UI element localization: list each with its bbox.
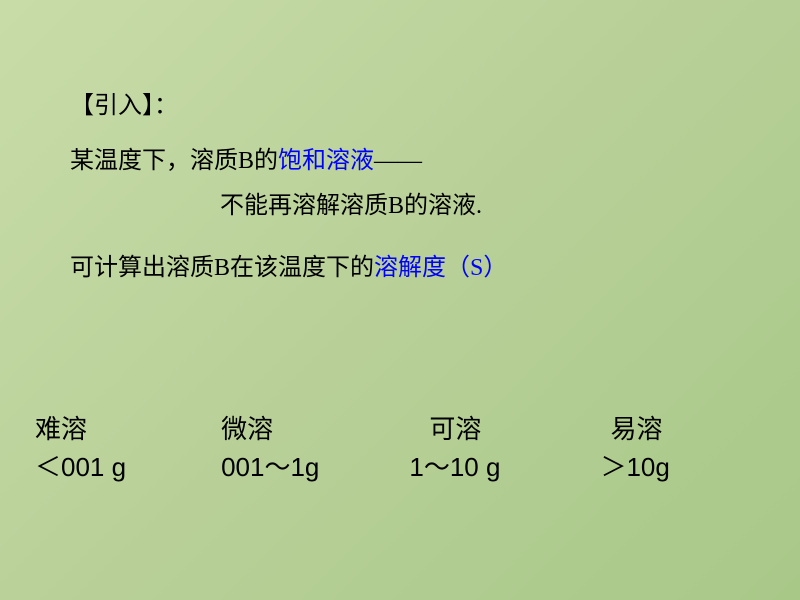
category-value: ＞10g xyxy=(600,449,669,485)
category-value: ＜001 g xyxy=(35,449,126,485)
intro-line2: 某温度下，溶质B的饱和溶液—— xyxy=(70,140,730,183)
line2-suffix: —— xyxy=(374,148,422,174)
category-value: 001～1g xyxy=(221,449,319,485)
category-easily-soluble: 易溶 ＞10g xyxy=(600,412,669,485)
solubility-categories: 难溶 ＜001 g 微溶 001～1g 可溶 1～10 g 易溶 ＞10g xyxy=(0,412,800,485)
category-label: 难溶 xyxy=(35,412,126,448)
slide-content: 【引入】： 某温度下，溶质B的饱和溶液—— 不能再溶解溶质B的溶液. 可计算出溶… xyxy=(0,0,800,290)
intro-line4: 可计算出溶质B在该温度下的溶解度（S） xyxy=(70,247,730,290)
category-label: 可溶 xyxy=(409,412,500,448)
category-label: 易溶 xyxy=(600,412,669,448)
line2-prefix: 某温度下，溶质B的 xyxy=(70,148,278,174)
category-insoluble: 难溶 ＜001 g xyxy=(35,412,126,485)
category-label: 微溶 xyxy=(221,412,319,448)
category-value: 1～10 g xyxy=(409,449,500,485)
intro-heading: 【引入】： xyxy=(70,85,730,128)
line2-highlight: 饱和溶液 xyxy=(278,148,374,174)
intro-line3: 不能再溶解溶质B的溶液. xyxy=(70,185,730,228)
line4-prefix: 可计算出溶质B在该温度下的 xyxy=(70,255,374,281)
category-soluble: 可溶 1～10 g xyxy=(409,412,500,485)
category-slightly-soluble: 微溶 001～1g xyxy=(221,412,319,485)
line4-highlight: 溶解度（S） xyxy=(374,255,507,281)
